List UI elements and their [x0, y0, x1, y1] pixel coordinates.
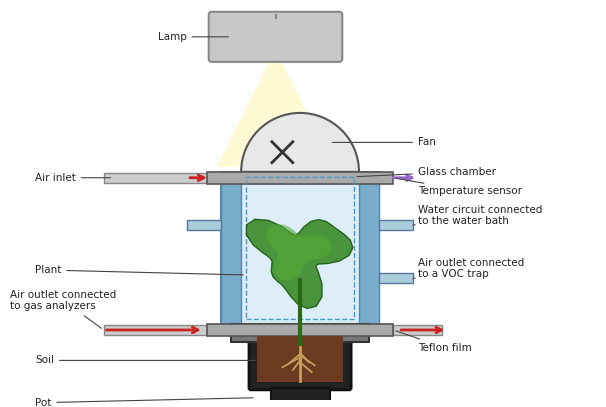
Text: Lamp: Lamp	[158, 32, 228, 42]
Bar	[187, 220, 221, 230]
Bar	[221, 172, 241, 324]
Bar	[231, 324, 369, 342]
Bar	[257, 336, 343, 382]
Bar	[104, 173, 207, 183]
Bar	[359, 172, 379, 324]
Bar	[246, 177, 354, 319]
Polygon shape	[216, 59, 335, 167]
Bar	[104, 325, 207, 335]
Text: Pot: Pot	[35, 398, 253, 407]
Text: Soil: Soil	[35, 355, 256, 365]
Polygon shape	[247, 219, 353, 309]
Text: Glass chamber: Glass chamber	[357, 167, 496, 177]
FancyBboxPatch shape	[208, 12, 342, 62]
Bar	[393, 325, 442, 335]
Bar	[379, 274, 413, 283]
Bar	[221, 172, 379, 324]
Bar	[271, 388, 330, 406]
Text: Air outlet connected
to a VOC trap: Air outlet connected to a VOC trap	[413, 258, 524, 279]
FancyBboxPatch shape	[249, 332, 351, 390]
Text: Air outlet connected
to gas analyzers: Air outlet connected to gas analyzers	[10, 290, 116, 328]
Polygon shape	[267, 224, 332, 281]
Text: Plant: Plant	[35, 265, 243, 275]
Bar	[207, 324, 393, 336]
Text: Fan: Fan	[332, 138, 436, 147]
Wedge shape	[241, 113, 359, 172]
Text: Air inlet: Air inlet	[35, 173, 111, 183]
Text: Water circuit connected
to the water bath: Water circuit connected to the water bat…	[413, 204, 542, 226]
Text: Teflon film: Teflon film	[396, 331, 471, 352]
Text: Temperature sensor: Temperature sensor	[396, 178, 522, 197]
Bar	[207, 172, 393, 184]
Bar	[379, 220, 413, 230]
